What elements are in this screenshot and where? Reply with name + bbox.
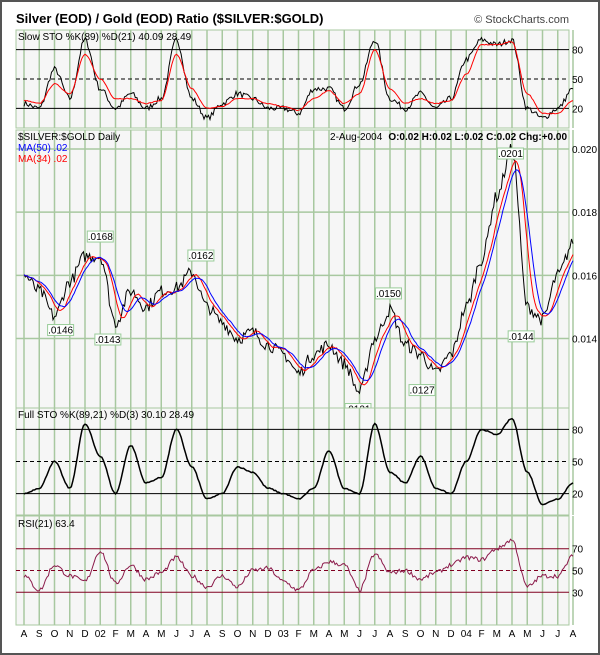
x-axis-label: 03 — [278, 629, 290, 640]
price-annotation: .0201 — [498, 149, 523, 160]
price-annotation: .0146 — [48, 326, 73, 337]
annotation-box — [86, 230, 114, 243]
price-line — [23, 144, 574, 395]
slow-sto-label: Slow STO %K(89) %D(21) 40.09 28.49 — [18, 32, 192, 43]
annotation-box — [507, 330, 535, 343]
annotation-box — [408, 384, 436, 397]
price-tick-label: 0.018 — [572, 208, 597, 219]
price-tick-label: 0.020 — [572, 145, 597, 156]
x-axis-label: F — [295, 629, 301, 640]
slow-sto-tick-label: 20 — [572, 104, 584, 115]
x-axis-label: D — [81, 629, 88, 640]
annotation-box — [94, 333, 122, 346]
x-axis-label: M — [493, 629, 501, 640]
price-annotation: .0168 — [88, 232, 113, 243]
ma34-line — [23, 159, 574, 386]
x-axis-label: N — [249, 629, 256, 640]
x-axis-label: A — [509, 629, 516, 640]
x-axis-label: F — [112, 629, 118, 640]
annotation-box — [374, 287, 402, 300]
x-axis-label: J — [174, 629, 179, 640]
ma34-label: MA(34) .02 — [18, 154, 68, 165]
annotation-box — [47, 324, 75, 337]
x-axis-label: A — [570, 629, 577, 640]
x-axis-label: D — [264, 629, 271, 640]
x-axis-label: J — [540, 629, 545, 640]
price-annotation: .0143 — [95, 335, 120, 346]
x-axis-label: N — [432, 629, 439, 640]
full-sto-tick-label: 80 — [572, 425, 584, 436]
rsi-label: RSI(21) 63.4 — [18, 519, 75, 530]
x-axis-label: O — [51, 629, 59, 640]
x-axis-label: M — [310, 629, 318, 640]
x-axis-label: J — [555, 629, 560, 640]
price-annotation: .0127 — [410, 386, 435, 397]
ohlc-readout: O:0.02 H:0.02 L:0.02 C:0.02 Chg:+0.00 — [388, 132, 567, 143]
slow-sto-tick-label: 80 — [572, 46, 584, 57]
rsi-tick-label: 30 — [572, 588, 584, 599]
price-annotation: .0144 — [509, 332, 534, 343]
x-axis-label: 02 — [95, 629, 107, 640]
price-annotation: .0162 — [188, 251, 213, 262]
x-axis-label: J — [357, 629, 362, 640]
rsi-tick-label: 70 — [572, 545, 584, 556]
x-axis-label: S — [219, 629, 226, 640]
x-axis-label: M — [127, 629, 135, 640]
annotation-box — [187, 249, 215, 262]
ma50-label: MA(50) .02 — [18, 143, 68, 154]
x-axis-label: A — [204, 629, 211, 640]
price-tick-label: 0.014 — [572, 335, 597, 346]
x-axis-label: A — [143, 629, 150, 640]
x-axis-label: O — [417, 629, 425, 640]
x-axis-label: 04 — [461, 629, 473, 640]
annotation-box — [496, 147, 524, 160]
chart-title: Silver (EOD) / Gold (EOD) Ratio ($SILVER… — [16, 11, 323, 26]
full-sto-tick-label: 20 — [572, 490, 584, 501]
x-axis-label: O — [234, 629, 242, 640]
slow-sto-k-line — [23, 36, 574, 122]
x-axis-label: S — [36, 629, 43, 640]
rsi-tick-label: 50 — [572, 567, 584, 578]
date-readout: 2-Aug-2004 — [330, 132, 383, 143]
x-axis-label: M — [340, 629, 348, 640]
slow-sto-d-line — [23, 41, 574, 115]
ma50-line — [23, 169, 574, 382]
x-axis-label: F — [478, 629, 484, 640]
x-axis-label: M — [157, 629, 165, 640]
x-axis-label: S — [402, 629, 409, 640]
x-axis-label: M — [523, 629, 531, 640]
copyright: © StockCharts.com — [474, 14, 569, 26]
slow-sto-tick-label: 50 — [572, 75, 584, 86]
x-axis-label: A — [387, 629, 394, 640]
full-sto-line — [23, 417, 574, 506]
x-axis-label: J — [372, 629, 377, 640]
x-axis-label: A — [21, 629, 28, 640]
rsi-line — [23, 538, 574, 593]
price-tick-label: 0.016 — [572, 271, 597, 282]
x-axis-label: A — [326, 629, 333, 640]
price-annotation: .0150 — [376, 289, 401, 300]
x-axis-label: N — [66, 629, 73, 640]
x-axis-label: D — [447, 629, 454, 640]
price-label: $SILVER:$GOLD Daily — [18, 132, 120, 143]
full-sto-label: Full STO %K(89,21) %D(3) 30.10 28.49 — [18, 410, 194, 421]
x-axis-label: J — [189, 629, 194, 640]
full-sto-tick-label: 50 — [572, 458, 584, 469]
